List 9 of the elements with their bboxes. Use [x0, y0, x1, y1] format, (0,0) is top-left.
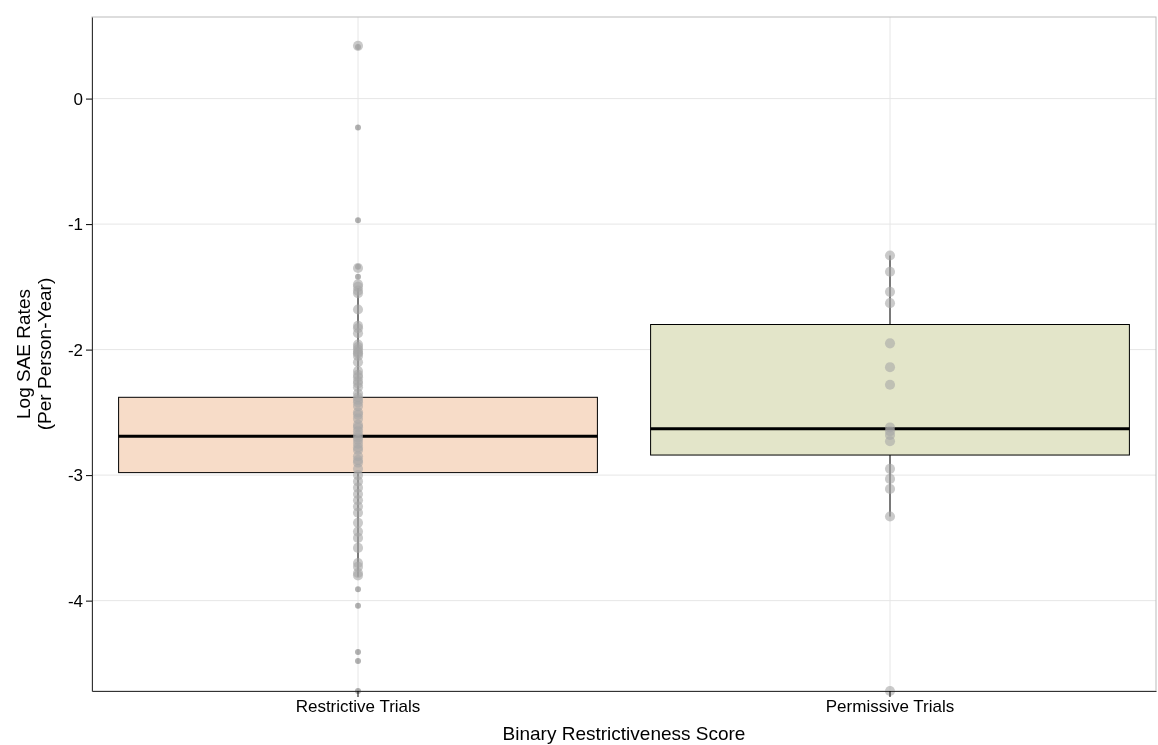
x-axis-title: Binary Restrictiveness Score [502, 723, 746, 744]
y-tick-label: 0 [73, 89, 83, 109]
x-tick-label: Restrictive Trials [295, 697, 421, 717]
y-axis-title: Log SAE Rates (Per Person-Year) [13, 277, 55, 431]
x-tick-label: Permissive Trials [825, 697, 955, 717]
y-tick-label: -2 [67, 340, 83, 360]
y-tick-label: -4 [67, 591, 83, 611]
y-tick-label: -1 [67, 215, 83, 235]
y-tick-label: -3 [67, 466, 83, 486]
